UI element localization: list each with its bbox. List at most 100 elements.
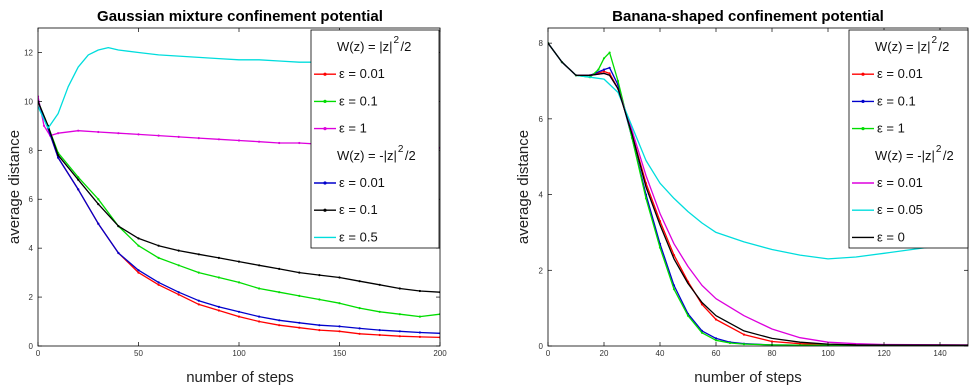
- x-tick-label: 200: [433, 349, 447, 358]
- legend-marker: [323, 208, 327, 212]
- data-point: [217, 305, 220, 308]
- x-tick-label: 40: [656, 349, 665, 358]
- data-point: [358, 307, 361, 310]
- data-point: [338, 325, 341, 328]
- series-line: [38, 46, 340, 129]
- data-point: [398, 287, 401, 290]
- x-axis-label: number of steps: [694, 369, 802, 386]
- x-tick-label: 0: [546, 349, 551, 358]
- legend-entry: ε = 0.5: [339, 229, 378, 244]
- data-point: [318, 274, 321, 277]
- data-point: [237, 310, 241, 313]
- data-point: [177, 135, 180, 138]
- data-point: [42, 124, 46, 127]
- data-point: [658, 246, 662, 249]
- legend-entry: ε = 0.01: [877, 175, 923, 190]
- x-tick-label: 100: [232, 349, 246, 358]
- data-point: [177, 293, 180, 296]
- data-point: [237, 139, 241, 142]
- data-point: [378, 329, 381, 332]
- data-point: [97, 130, 100, 134]
- data-point: [97, 203, 100, 206]
- legend-entry: ε = 0: [877, 229, 905, 244]
- chart-title: Gaussian mixture confinement potential: [97, 8, 383, 25]
- data-point: [714, 337, 718, 340]
- data-point: [77, 178, 80, 181]
- y-tick-label: 8: [539, 39, 544, 48]
- gaussian-chart: Gaussian mixture confinement potential nu…: [6, 8, 447, 386]
- legend-group-exponent: 2: [936, 144, 942, 155]
- x-tick-label: 120: [877, 349, 891, 358]
- data-point: [237, 315, 241, 318]
- series-line: [38, 101, 440, 318]
- data-point: [358, 327, 361, 330]
- data-point: [298, 294, 301, 297]
- data-point: [77, 176, 80, 179]
- data-point: [418, 289, 421, 293]
- legend-marker: [323, 72, 327, 76]
- data-point: [77, 188, 80, 191]
- y-tick-label: 2: [539, 266, 544, 275]
- data-point: [278, 267, 281, 270]
- data-point: [157, 256, 160, 259]
- y-tick-label: 10: [24, 97, 33, 106]
- data-point: [608, 51, 611, 54]
- data-point: [378, 333, 381, 337]
- data-point: [217, 309, 220, 312]
- data-point: [258, 287, 261, 290]
- legend-group-exponent: 2: [394, 35, 400, 46]
- data-point: [742, 343, 746, 346]
- legend-entry: ε = 0.1: [339, 93, 378, 108]
- data-point: [378, 310, 381, 313]
- x-axis-label: number of steps: [186, 369, 294, 386]
- data-point: [398, 330, 401, 333]
- data-point: [602, 70, 606, 73]
- data-point: [137, 133, 140, 136]
- data-point: [157, 134, 160, 137]
- legend-entry: ε = 0.01: [339, 175, 385, 190]
- data-point: [278, 319, 281, 322]
- data-point: [57, 132, 60, 135]
- data-point: [137, 237, 140, 240]
- data-point: [616, 79, 620, 83]
- data-point: [137, 244, 140, 247]
- legend-marker: [323, 127, 327, 131]
- legend-marker: [323, 99, 327, 103]
- data-point: [298, 141, 301, 145]
- x-tick-label: 150: [333, 349, 347, 358]
- data-point: [57, 156, 60, 159]
- data-point: [217, 276, 220, 279]
- legend-group-header: W(z) = -|z|: [875, 148, 935, 163]
- x-tick-label: 60: [712, 349, 721, 358]
- data-point: [258, 320, 261, 323]
- y-tick-label: 6: [29, 195, 34, 204]
- y-tick-label: 0: [539, 342, 544, 351]
- legend-marker: [861, 99, 865, 103]
- data-point: [338, 276, 341, 279]
- data-point: [157, 244, 160, 247]
- x-tick-label: 80: [768, 349, 777, 358]
- y-tick-label: 2: [29, 293, 34, 302]
- legend-group-header: W(z) = -|z|: [337, 148, 397, 163]
- y-axis-label: average distance: [6, 130, 23, 244]
- data-point: [97, 222, 100, 225]
- y-tick-label: 12: [24, 48, 33, 57]
- legend-entry: ε = 0.01: [877, 66, 923, 81]
- data-point: [318, 298, 321, 301]
- data-point: [714, 339, 718, 342]
- x-tick-label: 50: [134, 349, 143, 358]
- y-axis-label: average distance: [515, 130, 532, 244]
- data-point: [798, 344, 802, 346]
- data-point: [597, 68, 600, 71]
- data-point: [644, 197, 648, 200]
- y-tick-label: 6: [539, 115, 544, 124]
- data-point: [177, 264, 180, 267]
- legend-group-tail: /2: [405, 148, 416, 163]
- data-point: [197, 253, 200, 256]
- data-point: [278, 141, 281, 145]
- data-point: [117, 132, 120, 135]
- data-point: [398, 335, 401, 338]
- x-tick-label: 20: [600, 349, 609, 358]
- data-point: [237, 281, 241, 284]
- legend-group-tail: /2: [939, 39, 950, 54]
